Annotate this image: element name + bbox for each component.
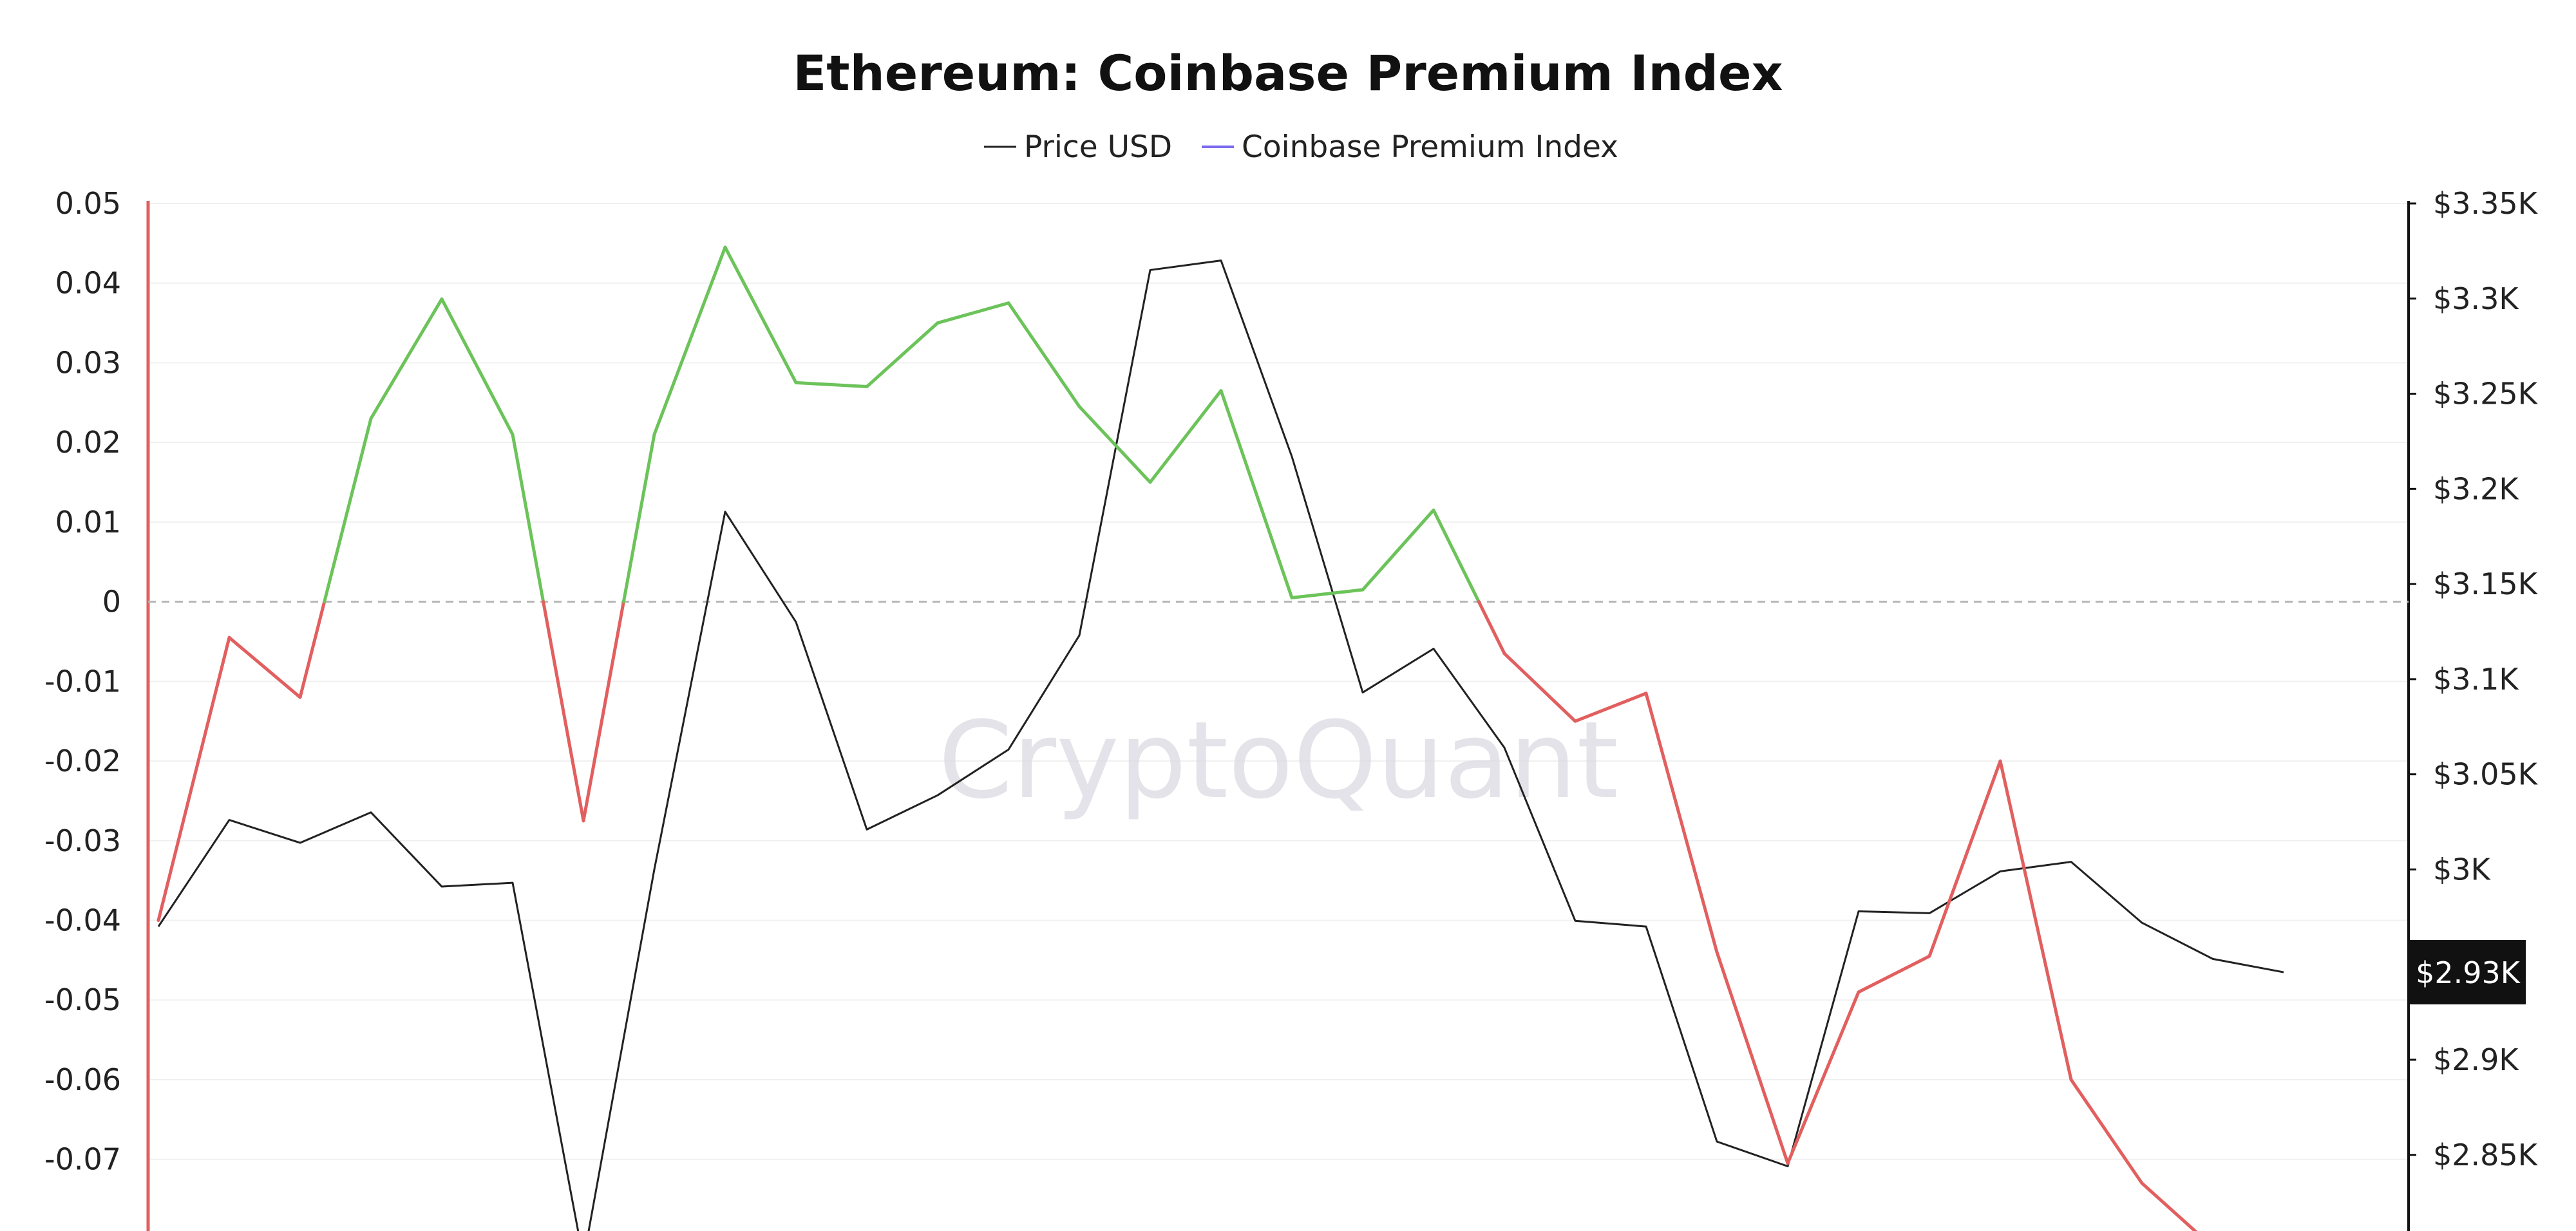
premium-series <box>156 245 2198 1231</box>
right-tick-label: $3.2K <box>2433 471 2519 506</box>
premium-segment <box>1927 759 2002 958</box>
premium-segment <box>542 600 585 823</box>
premium-segment <box>1148 389 1223 484</box>
right-tick-label: $2.9K <box>2433 1042 2519 1077</box>
watermark: CryptoQuant <box>938 699 1618 822</box>
right-tick-label: $3.35K <box>2433 186 2539 221</box>
premium-segment <box>369 297 444 420</box>
last-price-badge: $2.93K <box>2410 940 2526 1005</box>
chart-title: Ethereum: Coinbase Premium Index <box>793 44 1783 102</box>
premium-segment <box>723 245 798 384</box>
premium-segment <box>323 417 373 604</box>
premium-segment <box>1477 600 1506 655</box>
premium-segment <box>156 635 231 922</box>
left-tick-label: -0.07 <box>44 1142 121 1177</box>
left-tick-label: -0.04 <box>44 903 121 937</box>
left-tick-label: -0.03 <box>44 823 121 858</box>
premium-segment <box>1219 389 1294 599</box>
left-tick-label: 0.05 <box>55 186 121 221</box>
left-tick-label: -0.02 <box>44 744 121 778</box>
premium-segment <box>865 321 940 389</box>
premium-segment <box>1432 508 1481 604</box>
premium-segment <box>227 635 302 699</box>
premium-segment <box>2069 1078 2144 1185</box>
left-tick-label: 0.01 <box>55 505 121 540</box>
premium-segment <box>1290 588 1365 599</box>
premium-segment <box>1361 508 1435 592</box>
left-tick-label: 0.03 <box>55 345 121 380</box>
legend: Price USD Coinbase Premium Index <box>984 129 1618 165</box>
grid <box>148 203 2409 1160</box>
left-tick-label: -0.06 <box>44 1062 121 1097</box>
premium-segment <box>1715 950 1790 1165</box>
premium-segment <box>936 301 1010 325</box>
premium-segment <box>1857 954 1931 994</box>
price-line <box>157 259 2284 1231</box>
premium-segment <box>1077 404 1152 484</box>
price-series <box>157 259 2284 1231</box>
right-tick-label: $2.85K <box>2433 1138 2539 1172</box>
premium-segment <box>2140 1181 2198 1231</box>
premium-segment <box>440 297 515 437</box>
premium-segment <box>1007 301 1081 408</box>
premium-segment <box>1573 691 1648 723</box>
premium-segment <box>582 600 625 823</box>
premium-segment <box>1644 691 1719 954</box>
legend-label-premium[interactable]: Coinbase Premium Index <box>1242 129 1618 165</box>
last-price-badge-bg <box>2410 940 2526 1005</box>
right-tick-label: $3.15K <box>2433 567 2539 601</box>
left-axis: 0.05 0.04 0.03 0.02 0.01 0 -0.01 -0.02 -0.03 -0.0… <box>44 186 150 1231</box>
left-tick-label: -0.05 <box>44 982 121 1017</box>
left-tick-label: -0.01 <box>44 664 121 699</box>
right-tick-label: $3.1K <box>2433 662 2519 697</box>
right-tick-label: $3.25K <box>2433 377 2539 411</box>
right-tick-label: $3K <box>2433 852 2492 887</box>
legend-label-price[interactable]: Price USD <box>1024 129 1172 165</box>
last-price-badge-label: $2.93K <box>2416 955 2521 990</box>
right-tick-label: $3.05K <box>2433 757 2539 792</box>
premium-segment <box>621 433 656 604</box>
premium-segment <box>794 381 869 389</box>
premium-segment <box>298 600 327 699</box>
premium-segment <box>511 433 545 604</box>
right-tick-label: $3.3K <box>2433 281 2519 316</box>
premium-segment <box>652 245 727 437</box>
left-tick-label: 0.04 <box>55 266 121 301</box>
left-tick-label: 0 <box>102 585 121 619</box>
premium-segment <box>1786 990 1861 1165</box>
premium-segment <box>1502 652 1577 723</box>
right-axis: $3.35K $3.3K $3.25K $3.2K $3.15K $3.1K $3.05K $… <box>2407 186 2539 1231</box>
premium-segment <box>1998 759 2073 1082</box>
left-tick-label: 0.02 <box>55 425 121 460</box>
